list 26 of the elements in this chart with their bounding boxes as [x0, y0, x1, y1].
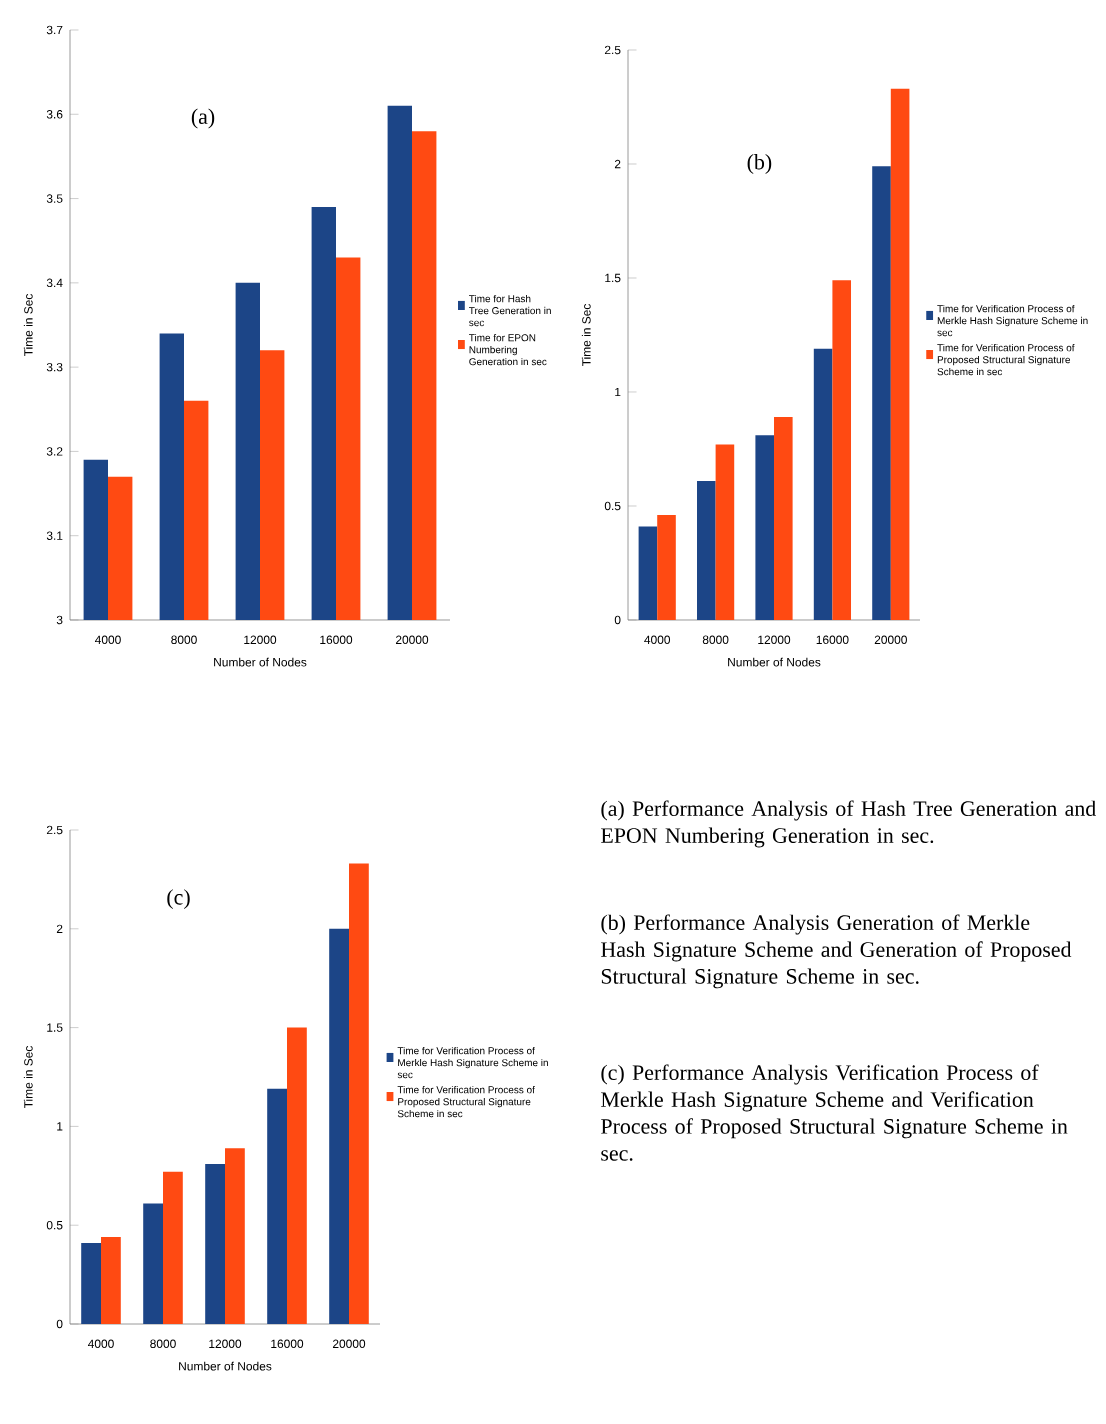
text: (b) Performance Analysis Generation of Merkle Hash Signature Scheme and Generation of Proposed Structural Signature Scheme in sec. — [601, 914, 1072, 989]
bar — [832, 280, 852, 620]
text: (a) Performance Analysis of Hash Tree Generation and EPON Numbering Generation in sec. — [601, 800, 1096, 848]
bar — [349, 863, 369, 1324]
bar — [872, 166, 891, 620]
bar — [774, 417, 793, 620]
bar — [813, 348, 833, 620]
bar — [638, 526, 658, 620]
bar — [697, 480, 716, 620]
bar — [101, 1237, 121, 1324]
text: (c) Performance Analysis Verification Process of Merkle Hash Signature Scheme and Verification Process of Proposed Structural Signature Scheme in sec. — [601, 1064, 1068, 1161]
bar — [755, 435, 775, 620]
annotation: (a) — [191, 108, 215, 129]
bar — [205, 1163, 225, 1324]
bar — [287, 1027, 307, 1324]
bar — [81, 1242, 101, 1324]
bar — [163, 1171, 183, 1324]
annotation: (b) — [747, 154, 772, 174]
bar — [657, 515, 676, 620]
bar — [225, 1148, 245, 1324]
annotation: (c) — [167, 889, 190, 910]
bar — [143, 1203, 163, 1324]
bar — [715, 444, 735, 620]
bar — [329, 928, 349, 1324]
bar — [890, 88, 910, 620]
bar — [267, 1088, 287, 1324]
